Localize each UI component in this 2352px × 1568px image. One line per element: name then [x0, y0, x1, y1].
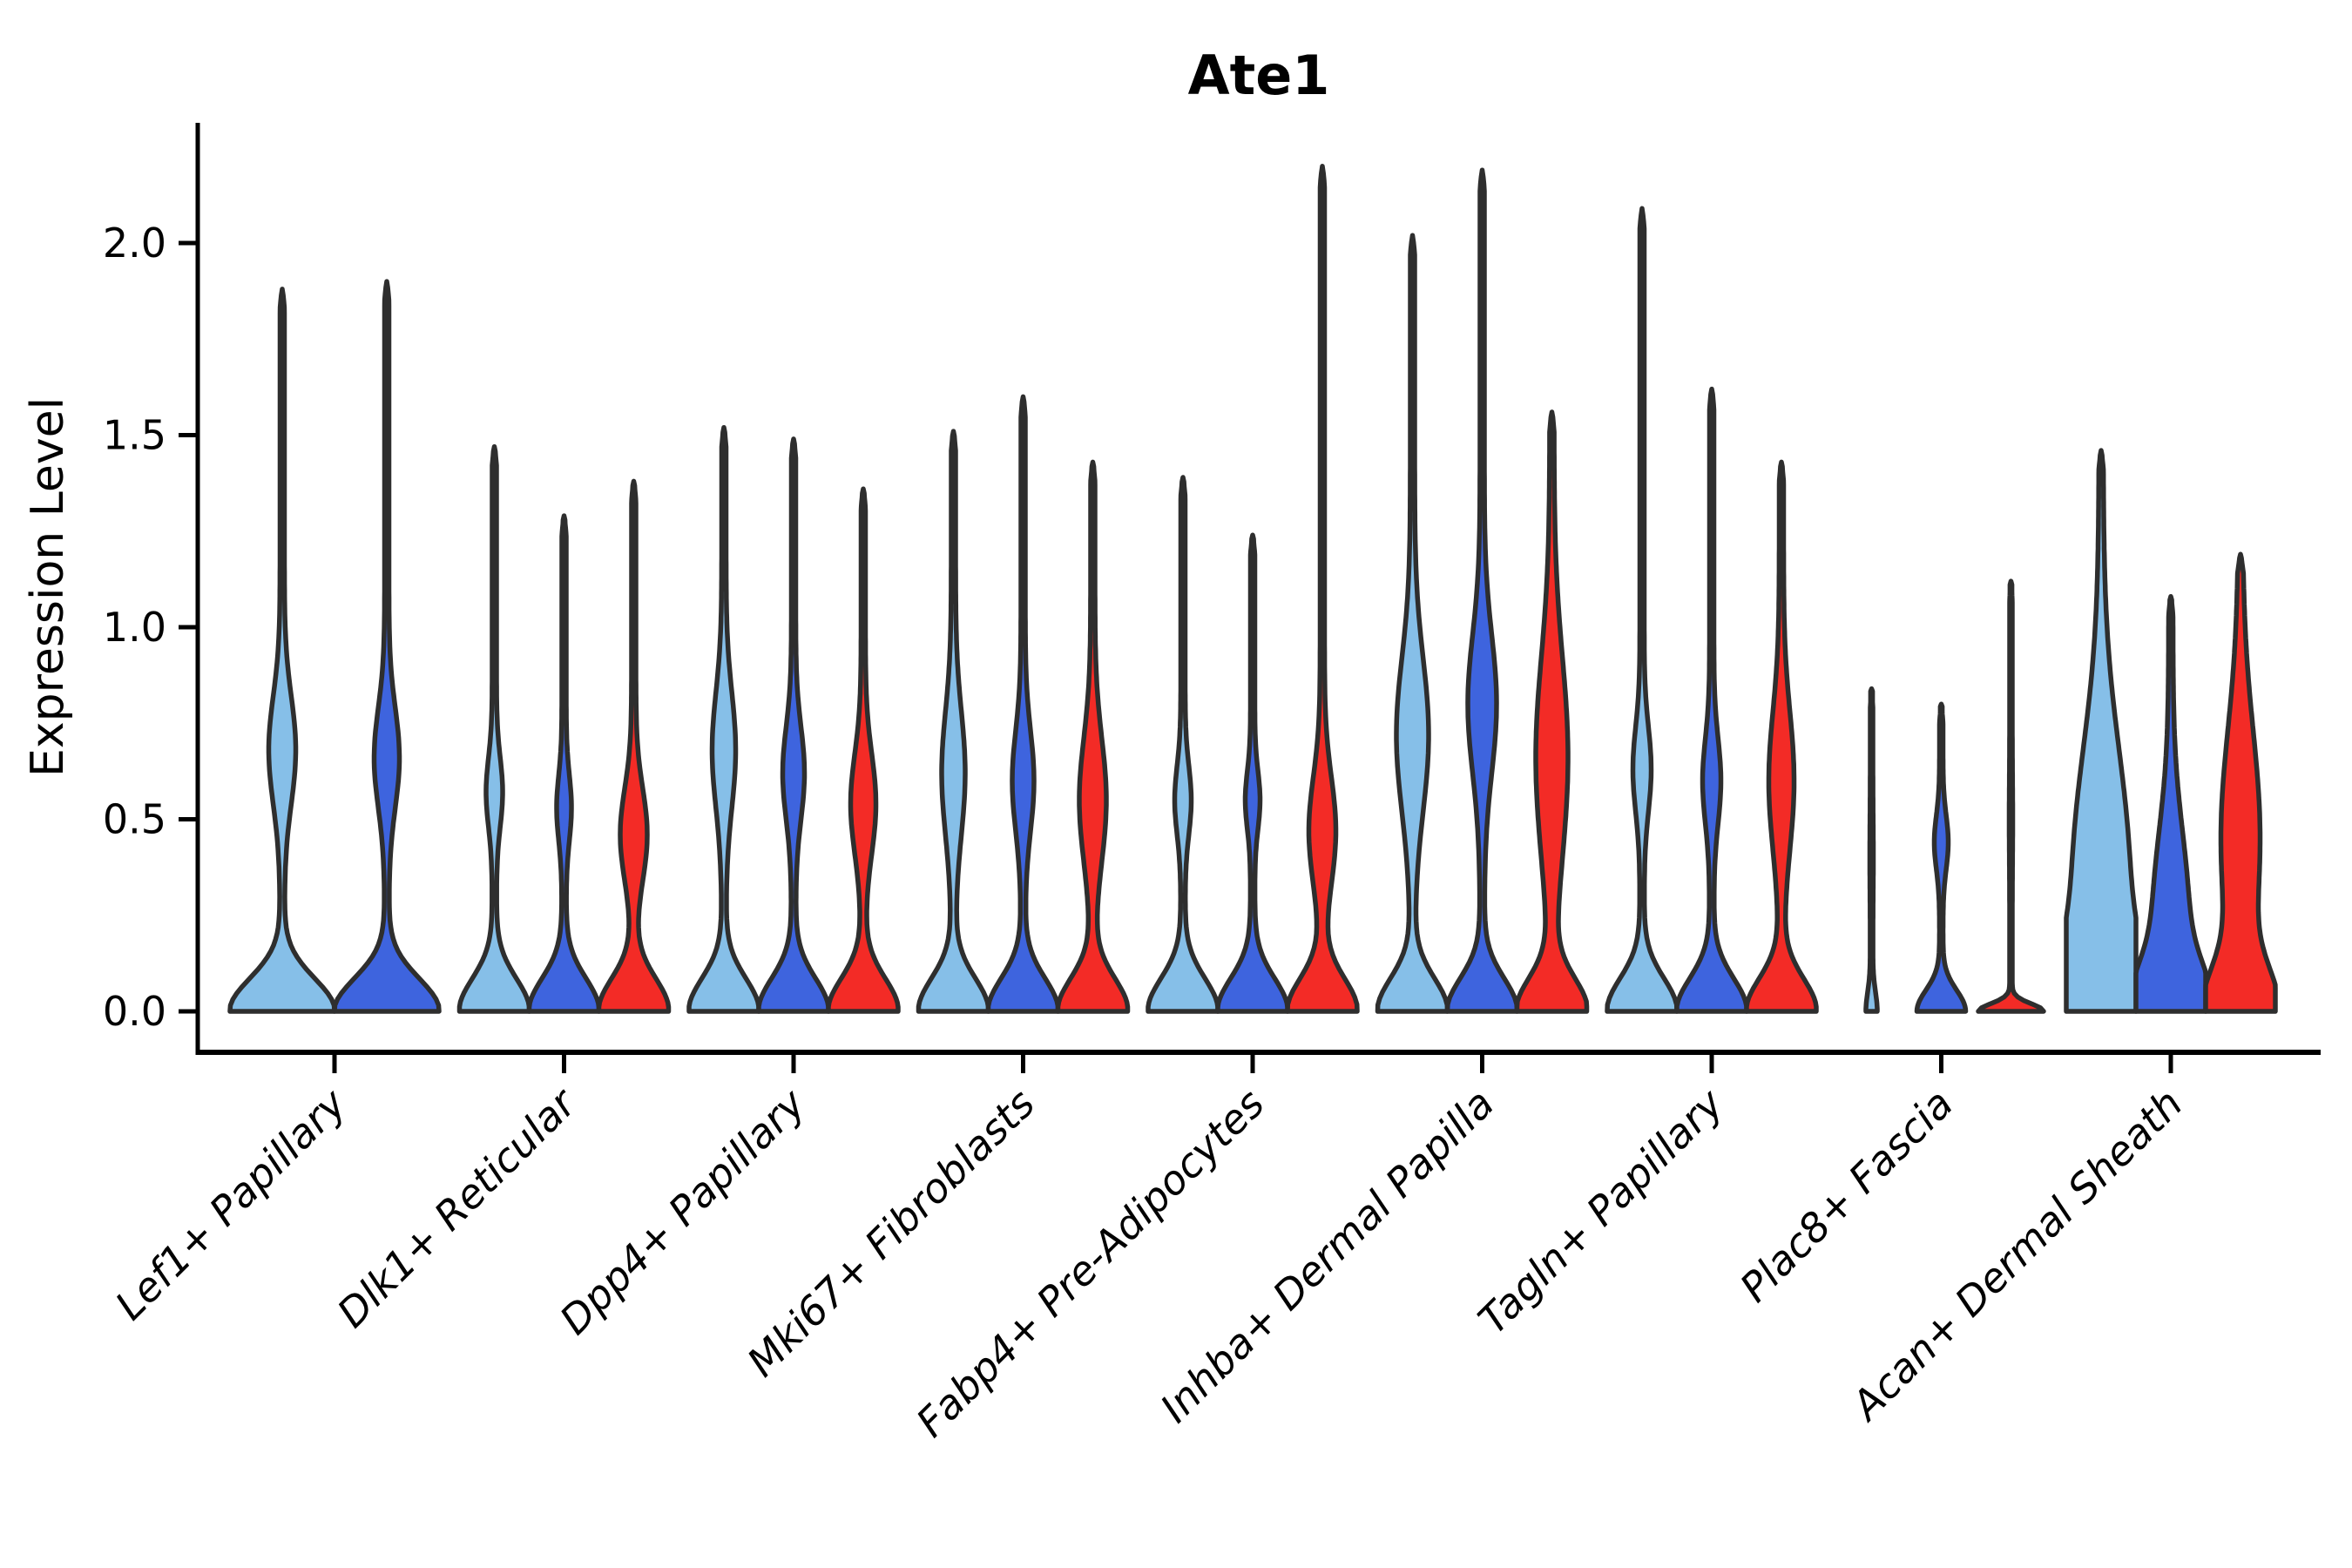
violin-acan-dermal-sheath-red: [2203, 551, 2278, 1014]
x-tick-label: Dpp4+ Papillary: [551, 1079, 814, 1343]
violin-fabp4-pre-adipocytes-light_blue: [1146, 475, 1220, 1014]
violin-fabp4-pre-adipocytes-dark_blue: [1215, 532, 1290, 1014]
violin-lef1-papillary-dark_blue: [332, 279, 442, 1014]
y-tick-label: 2.0: [103, 220, 166, 267]
violin-acan-dermal-sheath-light_blue: [2064, 448, 2139, 1014]
violin-dpp4-papillary-dark_blue: [756, 436, 831, 1014]
y-tick-label: 0.0: [103, 988, 166, 1035]
violin-plac8-fascia-red: [1976, 578, 2046, 1014]
violin-lef1-papillary-light_blue: [227, 287, 337, 1014]
violins-layer: [227, 164, 2278, 1014]
y-tick-label: 1.0: [103, 604, 166, 651]
violin-mki67-fibroblasts-red: [1055, 459, 1131, 1014]
x-tick-label: Dlk1+ Reticular: [328, 1078, 587, 1336]
y-tick-label: 0.5: [103, 796, 166, 843]
violin-dlk1-reticular-red: [596, 478, 672, 1014]
x-tick-label: Plac8+ Fascia: [1731, 1080, 1962, 1311]
chart-title: Ate1: [1188, 44, 1330, 107]
violin-inhba-dermal-papilla-light_blue: [1375, 233, 1450, 1014]
violin-tagln-papillary-red: [1744, 459, 1819, 1014]
violin-mki67-fibroblasts-dark_blue: [985, 394, 1061, 1014]
violin-plac8-fascia-dark_blue: [1914, 701, 1969, 1014]
violin-acan-dermal-sheath-dark_blue: [2133, 593, 2208, 1014]
violin-dpp4-papillary-red: [826, 486, 901, 1014]
violin-dlk1-reticular-dark_blue: [526, 513, 602, 1014]
y-tick-label: 1.5: [103, 412, 166, 459]
violin-mki67-fibroblasts-light_blue: [916, 429, 991, 1014]
violin-tagln-papillary-dark_blue: [1674, 386, 1749, 1014]
violin-tagln-papillary-light_blue: [1605, 206, 1680, 1014]
violin-fabp4-pre-adipocytes-red: [1285, 164, 1360, 1014]
violin-inhba-dermal-papilla-red: [1514, 409, 1590, 1014]
violin-inhba-dermal-papilla-dark_blue: [1444, 167, 1520, 1014]
violin-dpp4-papillary-light_blue: [686, 424, 761, 1014]
violin-plac8-fascia-light_blue: [1863, 686, 1880, 1014]
violin-dlk1-reticular-light_blue: [456, 443, 532, 1014]
y-axis-label: Expression Level: [22, 397, 74, 777]
x-tick-label: Lef1+ Papillary: [106, 1079, 355, 1328]
x-tick-label: Tagln+ Papillary: [1469, 1079, 1733, 1343]
